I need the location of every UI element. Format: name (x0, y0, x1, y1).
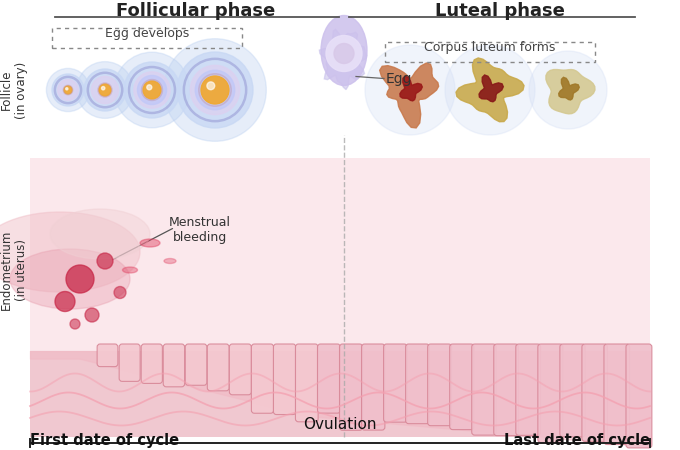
Circle shape (58, 80, 78, 100)
Circle shape (207, 82, 215, 90)
Circle shape (64, 86, 72, 94)
Circle shape (55, 292, 75, 311)
Circle shape (91, 76, 118, 104)
FancyBboxPatch shape (494, 344, 518, 436)
Text: Egg: Egg (386, 72, 413, 86)
Circle shape (52, 74, 84, 106)
FancyBboxPatch shape (252, 344, 273, 413)
Circle shape (134, 72, 170, 108)
Circle shape (114, 52, 190, 128)
Polygon shape (320, 29, 367, 90)
Text: Last date of cycle: Last date of cycle (504, 433, 650, 448)
Circle shape (85, 308, 99, 322)
Circle shape (195, 70, 235, 110)
Circle shape (84, 69, 126, 111)
FancyBboxPatch shape (604, 344, 630, 445)
Circle shape (101, 86, 105, 90)
Text: Endometrium
(in uterus): Endometrium (in uterus) (0, 230, 28, 310)
Ellipse shape (50, 209, 150, 259)
Circle shape (334, 44, 354, 63)
Circle shape (365, 45, 455, 135)
FancyBboxPatch shape (295, 344, 318, 422)
Circle shape (201, 76, 229, 104)
Ellipse shape (321, 15, 367, 86)
Text: Egg develops: Egg develops (105, 27, 189, 40)
Ellipse shape (122, 267, 137, 273)
Text: Menstrual
bleeding: Menstrual bleeding (169, 216, 231, 244)
Ellipse shape (10, 249, 130, 309)
Bar (30, 351, 650, 436)
FancyBboxPatch shape (384, 344, 407, 422)
FancyBboxPatch shape (318, 344, 341, 413)
Text: Ovulation: Ovulation (303, 417, 377, 432)
Polygon shape (379, 63, 439, 128)
FancyBboxPatch shape (428, 344, 452, 426)
Circle shape (137, 76, 167, 104)
Text: Follicular phase: Follicular phase (116, 2, 275, 20)
FancyBboxPatch shape (472, 344, 496, 435)
Circle shape (177, 52, 253, 128)
FancyBboxPatch shape (229, 344, 252, 395)
Text: Luteal phase: Luteal phase (435, 2, 565, 20)
FancyBboxPatch shape (163, 344, 185, 387)
FancyBboxPatch shape (119, 344, 140, 382)
Circle shape (66, 265, 94, 293)
Circle shape (124, 62, 180, 118)
Polygon shape (400, 76, 422, 101)
Circle shape (46, 68, 90, 112)
Circle shape (529, 51, 607, 129)
FancyBboxPatch shape (560, 344, 585, 437)
FancyBboxPatch shape (273, 344, 296, 414)
Polygon shape (456, 58, 524, 122)
FancyBboxPatch shape (406, 344, 429, 423)
Circle shape (99, 84, 111, 96)
FancyBboxPatch shape (538, 344, 563, 442)
Circle shape (164, 39, 267, 141)
Circle shape (445, 45, 535, 135)
Circle shape (326, 36, 362, 72)
FancyBboxPatch shape (185, 344, 207, 385)
FancyBboxPatch shape (362, 344, 385, 430)
Circle shape (190, 65, 239, 115)
FancyBboxPatch shape (582, 344, 607, 441)
Ellipse shape (140, 239, 160, 247)
FancyBboxPatch shape (339, 344, 362, 430)
Text: Corpus luteum forms: Corpus luteum forms (424, 40, 556, 54)
Text: First date of cycle: First date of cycle (30, 433, 179, 448)
Ellipse shape (164, 258, 176, 264)
Bar (30, 158, 650, 432)
Ellipse shape (0, 212, 140, 292)
FancyBboxPatch shape (516, 344, 541, 435)
Circle shape (77, 62, 133, 118)
FancyBboxPatch shape (449, 344, 474, 430)
Circle shape (147, 85, 152, 90)
Circle shape (70, 319, 80, 329)
Polygon shape (559, 77, 579, 100)
FancyBboxPatch shape (141, 344, 163, 383)
FancyBboxPatch shape (97, 344, 118, 367)
Polygon shape (546, 70, 595, 114)
FancyBboxPatch shape (626, 344, 652, 448)
Circle shape (143, 81, 161, 99)
Circle shape (97, 253, 113, 269)
Text: Follicle
(in ovary): Follicle (in ovary) (0, 61, 28, 119)
Circle shape (114, 287, 126, 298)
FancyBboxPatch shape (207, 344, 229, 391)
Polygon shape (479, 75, 503, 102)
Circle shape (66, 88, 68, 90)
